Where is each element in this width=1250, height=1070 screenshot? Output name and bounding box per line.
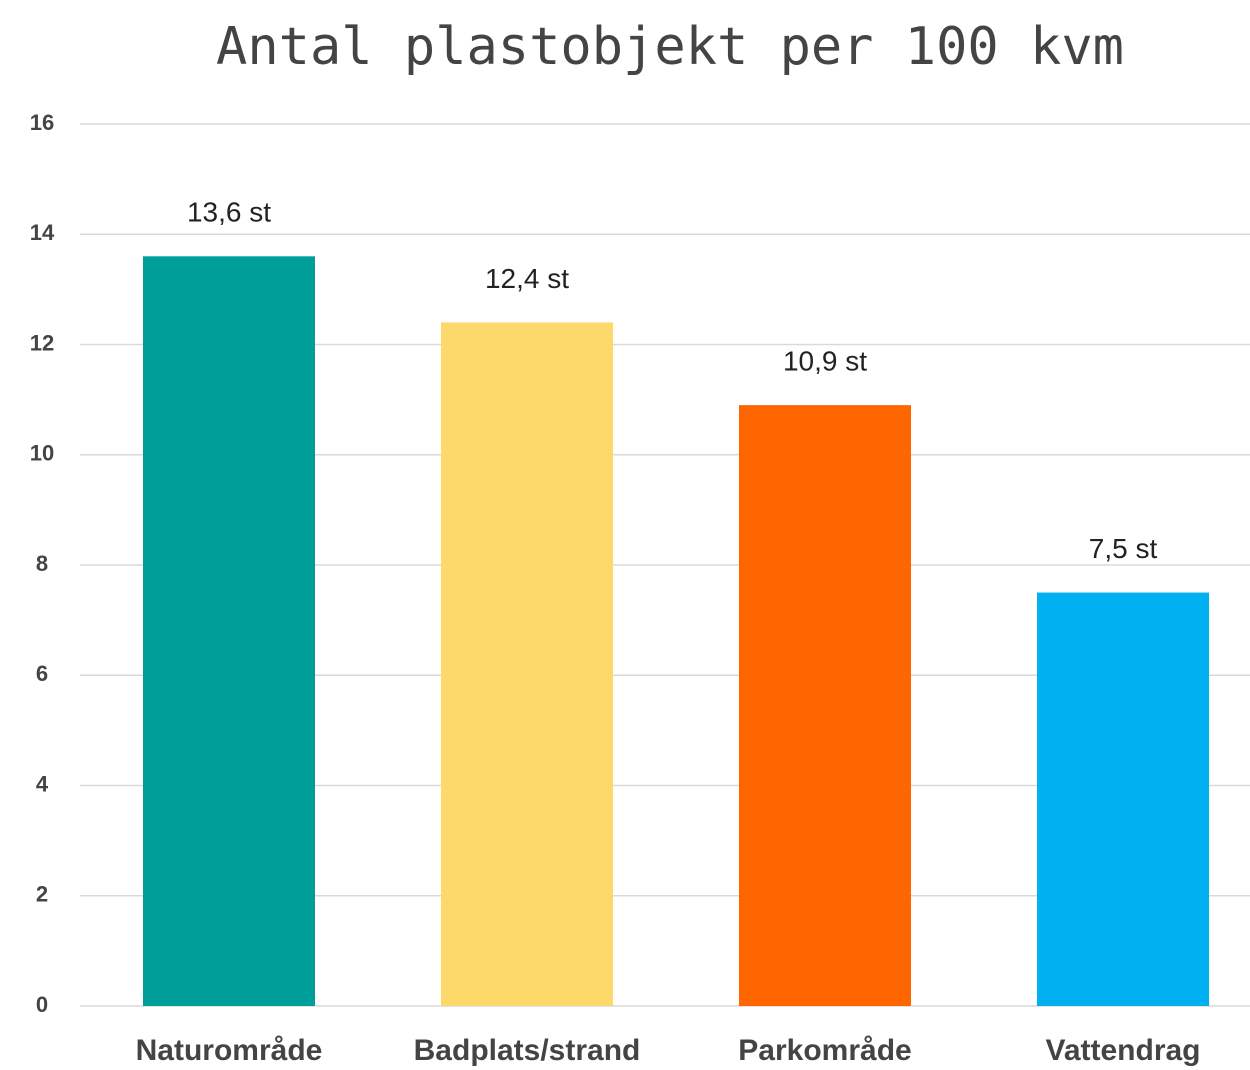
y-tick-label: 16 — [30, 110, 54, 135]
value-label: 12,4 st — [485, 263, 569, 294]
y-tick-label: 0 — [36, 992, 48, 1017]
x-tick-label: Naturområde — [136, 1034, 323, 1067]
value-label: 13,6 st — [187, 197, 271, 228]
chart-title: Antal plastobjekt per 100 kvm — [216, 17, 1124, 77]
bar — [1037, 592, 1209, 1006]
value-label: 10,9 st — [783, 346, 867, 377]
y-tick-label: 4 — [36, 771, 49, 796]
y-tick-label: 6 — [36, 661, 48, 686]
x-tick-label: Parkområde — [738, 1034, 911, 1067]
y-tick-label: 10 — [30, 441, 54, 466]
x-tick-label: Vattendrag — [1045, 1034, 1200, 1067]
bar — [143, 256, 315, 1006]
bar — [739, 405, 911, 1006]
y-tick-label: 12 — [30, 330, 54, 355]
bar — [441, 322, 613, 1006]
y-tick-label: 14 — [30, 220, 55, 245]
x-tick-label: Badplats/strand — [414, 1034, 641, 1067]
y-tick-label: 8 — [36, 551, 48, 576]
value-label: 7,5 st — [1089, 533, 1158, 564]
y-tick-label: 2 — [36, 882, 48, 907]
